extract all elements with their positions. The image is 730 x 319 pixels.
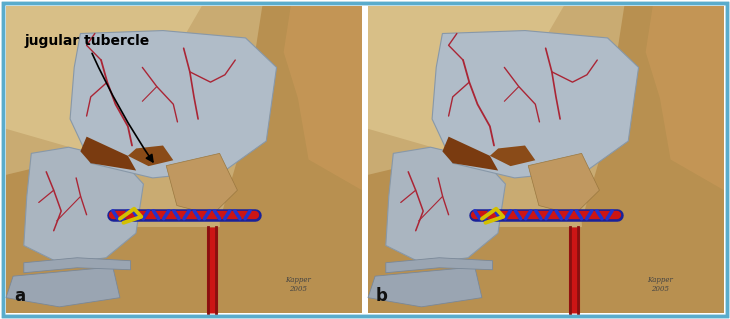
Bar	[6, 227, 362, 313]
Text: Kapper
2005: Kapper 2005	[285, 276, 311, 293]
Polygon shape	[645, 6, 724, 190]
Polygon shape	[80, 137, 137, 171]
Polygon shape	[442, 137, 498, 171]
Polygon shape	[490, 145, 535, 166]
Polygon shape	[385, 147, 505, 264]
Polygon shape	[24, 147, 143, 264]
Polygon shape	[70, 31, 277, 178]
Bar	[368, 227, 724, 313]
Polygon shape	[385, 258, 493, 273]
Polygon shape	[368, 267, 482, 307]
Text: jugular tubercle: jugular tubercle	[24, 34, 153, 162]
Polygon shape	[529, 153, 599, 215]
Polygon shape	[6, 267, 120, 307]
Polygon shape	[368, 160, 446, 252]
Polygon shape	[128, 145, 173, 166]
Polygon shape	[368, 6, 564, 160]
Polygon shape	[24, 258, 131, 273]
Bar	[6, 6, 362, 313]
Text: Kapper
2005: Kapper 2005	[647, 276, 673, 293]
Polygon shape	[284, 6, 362, 190]
Polygon shape	[220, 6, 362, 313]
Text: b: b	[376, 287, 388, 305]
Polygon shape	[432, 31, 639, 178]
Bar	[368, 6, 724, 313]
Polygon shape	[166, 153, 237, 215]
Polygon shape	[6, 160, 85, 252]
Text: a: a	[14, 287, 25, 305]
Polygon shape	[582, 6, 724, 313]
Polygon shape	[6, 6, 201, 160]
